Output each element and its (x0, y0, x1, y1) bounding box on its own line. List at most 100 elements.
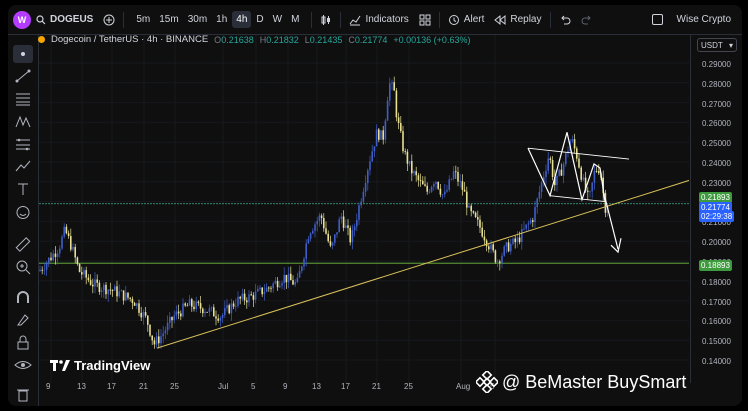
candle-body (345, 225, 347, 228)
fib-tool[interactable] (13, 90, 33, 108)
undo-icon (560, 15, 570, 24)
zoom-tool[interactable] (13, 257, 33, 275)
redo-button[interactable] (576, 5, 598, 34)
candle-body (105, 284, 107, 295)
indicators-button[interactable]: Indicators (344, 5, 413, 34)
undo-button[interactable] (554, 5, 576, 34)
price-tick: 0.29000 (702, 60, 731, 69)
candle-body (270, 287, 272, 289)
candle-body (186, 305, 189, 307)
candle-body (582, 177, 585, 180)
candle-body (125, 292, 127, 301)
interval-D[interactable]: D (256, 14, 264, 25)
user-avatar[interactable]: W (13, 10, 31, 29)
interval-group: 5m 15m 30m 1h 4h D W M (127, 5, 308, 34)
chart-type-button[interactable] (315, 5, 337, 34)
candle-body (116, 286, 118, 297)
alert-button[interactable]: Alert (443, 5, 490, 34)
interval-1h[interactable]: 1h (216, 14, 228, 25)
candle-body (287, 273, 290, 283)
lock-drawings-tool[interactable] (13, 310, 33, 328)
candle-body (514, 238, 516, 243)
candle-body (259, 287, 261, 289)
magnet-tool[interactable] (13, 288, 33, 306)
account-menu[interactable]: Wise Crypto (647, 5, 736, 34)
layouts-button[interactable] (414, 5, 436, 34)
candle-body (131, 298, 134, 304)
candle-body (547, 158, 549, 171)
replay-button[interactable]: Replay (489, 5, 546, 34)
text-tool[interactable] (13, 180, 33, 198)
candle-body (380, 130, 382, 140)
candle-body (248, 294, 250, 303)
ascending-trendline (156, 179, 689, 349)
lock-icon (17, 335, 29, 349)
ruler-tool[interactable] (13, 235, 33, 253)
candle-body (549, 158, 552, 161)
high-value: 0.21832 (266, 34, 299, 45)
candle-body (523, 228, 525, 230)
candle-body (455, 171, 457, 173)
candle-body (446, 189, 448, 192)
candle-body (488, 246, 490, 250)
cursor-tool[interactable] (13, 45, 33, 63)
candle-body (415, 171, 417, 176)
account-checkbox[interactable] (651, 14, 663, 25)
candle-body (408, 161, 411, 164)
add-symbol-button[interactable] (98, 5, 120, 34)
trendline-tool[interactable] (13, 67, 33, 85)
interval-4h[interactable]: 4h (232, 11, 252, 28)
price-chart[interactable] (39, 35, 689, 383)
interval-M[interactable]: M (291, 14, 300, 25)
eye-tool[interactable] (13, 355, 33, 373)
candle-body (109, 289, 112, 291)
candle-body (452, 171, 455, 179)
time-tick: 25 (404, 382, 413, 391)
candle-body (334, 234, 336, 243)
current-price-tag: 0.21774 (699, 202, 732, 213)
replay-icon (494, 14, 506, 25)
currency-selector[interactable]: USDT ▾ (697, 38, 737, 52)
candle-body (358, 205, 360, 220)
candle-body (602, 177, 604, 194)
emoji-tool[interactable] (13, 203, 33, 221)
candle-body (70, 235, 72, 250)
candle-body (573, 139, 576, 149)
candle-body (395, 90, 398, 118)
forecast-tool[interactable] (13, 157, 33, 175)
candle-body (450, 178, 453, 180)
candle-body (402, 131, 404, 152)
measure-tool[interactable] (13, 135, 33, 153)
candle-body (235, 305, 237, 307)
candle-body (510, 243, 512, 252)
candle-body (285, 274, 288, 283)
candle-body (281, 283, 283, 286)
candle-body (83, 270, 85, 275)
candle-body (558, 169, 560, 176)
candle-body (230, 303, 233, 314)
indicators-icon (350, 15, 361, 25)
symbol-search[interactable]: DOGEUS (31, 5, 98, 34)
interval-5m[interactable]: 5m (136, 14, 151, 25)
candle-body (371, 151, 373, 162)
candle-body (527, 223, 530, 225)
candle-body (169, 317, 171, 323)
candle-body (428, 191, 431, 193)
price-axis[interactable] (690, 35, 743, 383)
lock-tool[interactable] (13, 333, 33, 351)
interval-30m[interactable]: 30m (187, 14, 208, 25)
candle-body (87, 277, 90, 281)
candle-body (153, 340, 156, 345)
candle-body (54, 253, 57, 257)
candle-body (536, 198, 538, 208)
pattern-tool[interactable] (13, 113, 33, 131)
drawing-toolbar (8, 35, 39, 406)
replay-label: Replay (510, 14, 542, 25)
candle-body (479, 219, 481, 228)
interval-W[interactable]: W (272, 14, 283, 25)
candle-body (81, 272, 83, 275)
trash-tool[interactable] (13, 385, 33, 403)
interval-15m[interactable]: 15m (159, 14, 179, 25)
candle-body (208, 308, 211, 313)
candle-body (331, 242, 334, 246)
